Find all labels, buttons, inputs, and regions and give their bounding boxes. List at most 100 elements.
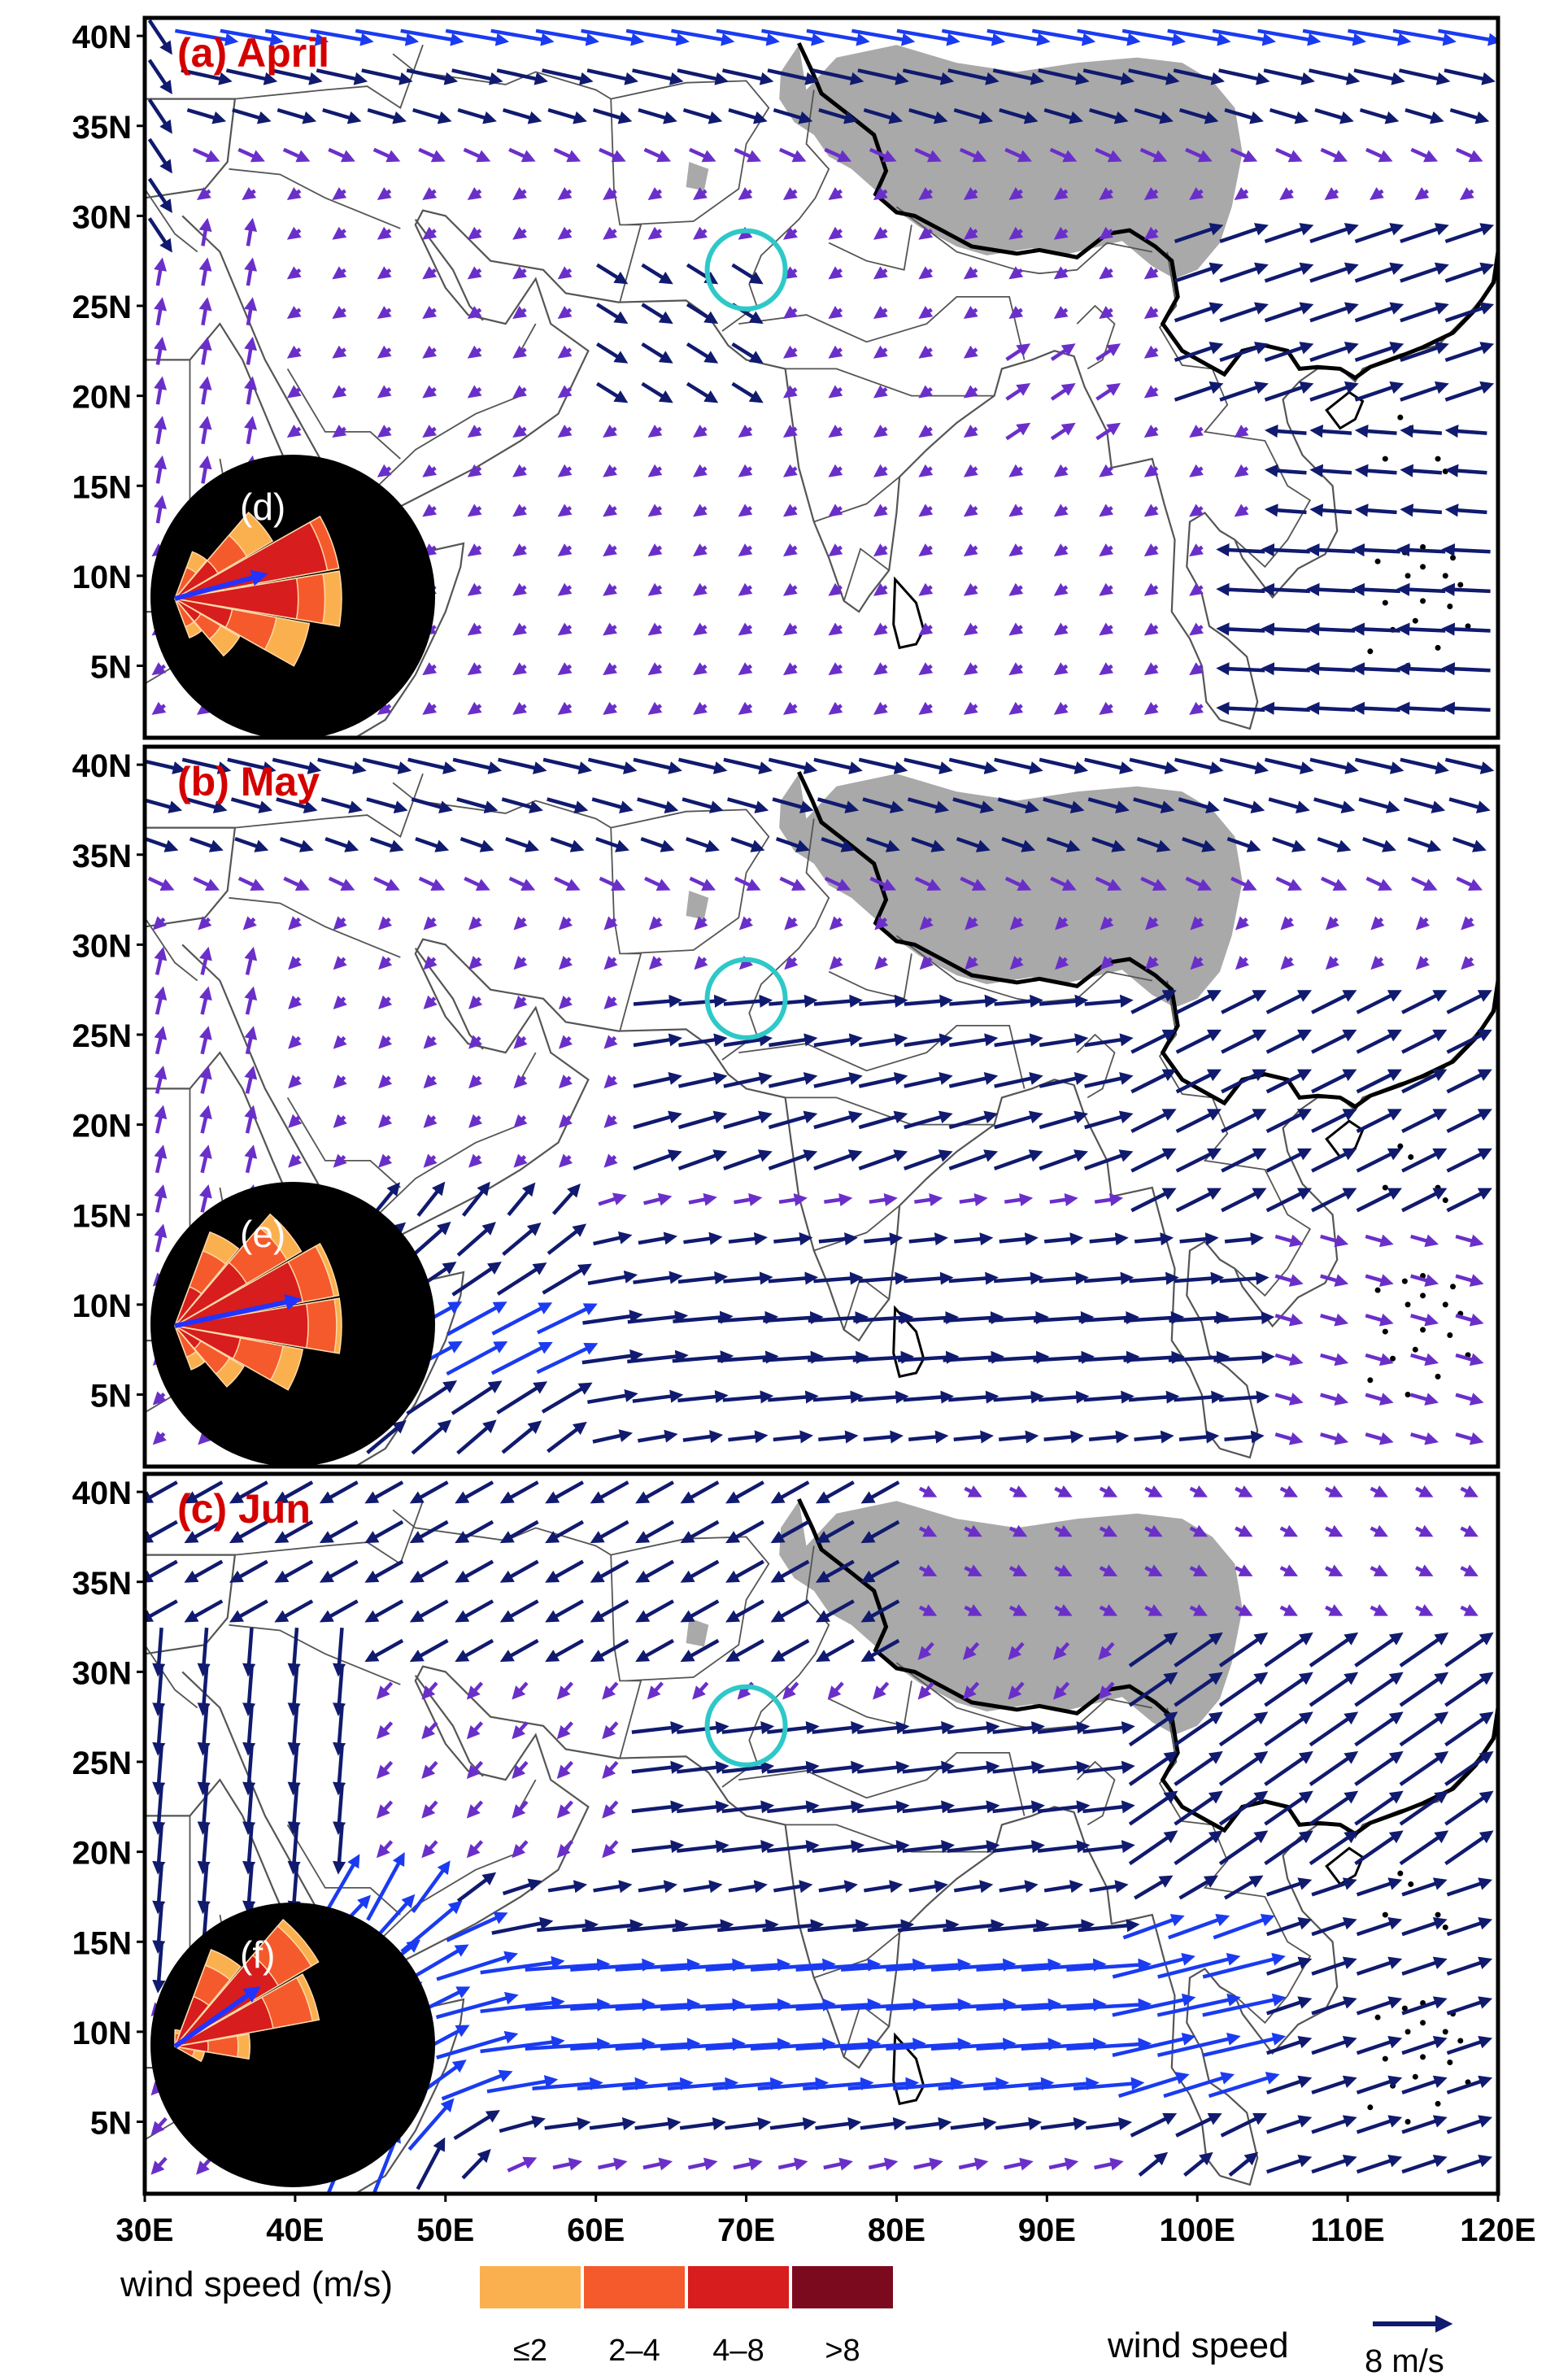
wind-vector-arrow [596, 381, 629, 403]
wind-vector-arrow [632, 68, 684, 85]
wind-vector-arrow [592, 107, 633, 124]
longitude-tick-label: 60E [567, 2212, 625, 2248]
wind-vector-arrow [874, 956, 889, 970]
island-dot [1374, 1287, 1381, 1293]
wind-vector-arrow [1001, 836, 1036, 852]
wind-vector-arrow [1216, 582, 1265, 596]
wind-vector-arrow [1400, 464, 1443, 477]
wind-vector-arrow [328, 147, 355, 163]
wind-vector-arrow [813, 994, 863, 1008]
latitude-tick-label: 35N [72, 110, 132, 146]
wind-vector-arrow [557, 543, 573, 557]
latitude-tick-label: 20N [72, 380, 132, 416]
country-border [895, 206, 1152, 275]
wind-vector-arrow [1365, 147, 1393, 163]
wind-vector-arrow [596, 303, 629, 325]
wind-vector-arrow [778, 147, 807, 163]
island-dot [1442, 1301, 1448, 1308]
wind-vector-arrow [1008, 226, 1024, 240]
wind-vector-arrow [377, 345, 392, 359]
island-dot [1404, 573, 1411, 579]
wind-vector-arrow [1005, 343, 1031, 361]
coastline [181, 209, 1221, 721]
wind-vector-arrow [1128, 68, 1180, 85]
wind-vector-arrow [377, 464, 392, 477]
wind-vector-arrow [468, 995, 483, 1009]
wind-vector-arrow [1219, 302, 1269, 323]
wind-vector-arrow [1400, 424, 1443, 438]
longitude-tick-label: 80E [868, 2212, 925, 2248]
wind-vector-arrow [557, 582, 573, 596]
wind-vector-arrow [1143, 306, 1159, 320]
wind-vector-arrow [272, 757, 322, 774]
wind-vector-arrow [873, 266, 888, 280]
wind-vector-arrow [1264, 464, 1307, 477]
longitude-tick-label: 40E [266, 2212, 324, 2248]
wind-vector-arrow [1230, 147, 1258, 163]
wind-vector-arrow [643, 147, 672, 163]
wind-vector-arrow [1410, 147, 1439, 163]
wind-vector-arrow [322, 107, 362, 124]
wind-vector-arrow [1320, 147, 1348, 163]
wind-vector-arrow [908, 107, 948, 124]
wind-vector-arrow [918, 345, 934, 359]
wind-vector-arrow [286, 187, 302, 201]
island-dot [1367, 2104, 1374, 2111]
wind-vector-arrow [738, 582, 753, 596]
wind-vector-arrow [686, 381, 719, 403]
wind-vector-arrow [716, 28, 780, 46]
wind-vector-arrow [821, 836, 856, 852]
wind-vector-arrow [782, 385, 798, 399]
wind-vector-arrow [671, 28, 735, 46]
wind-vector-arrow [1053, 503, 1069, 517]
wind-vector-arrow [1306, 543, 1356, 557]
wind-vector-arrow [678, 994, 728, 1008]
wind-vector-arrow [198, 986, 212, 1015]
wind-vector-arrow [1358, 797, 1400, 813]
wind-rose-petal [174, 578, 299, 620]
wind-vector-arrow [1264, 503, 1307, 517]
wind-vector-arrow [1264, 302, 1314, 323]
wind-vector-arrow [1257, 28, 1322, 46]
wind-vector-arrow [1414, 187, 1430, 201]
wind-vector-arrow [415, 836, 450, 852]
wind-vector-arrow [1082, 68, 1135, 85]
wind-vector-arrow [423, 1035, 438, 1049]
wind-vector-arrow [1400, 503, 1443, 517]
wind-vector-arrow [873, 226, 888, 240]
wind-vector-arrow [1039, 757, 1089, 774]
wind-vector-arrow [963, 306, 978, 320]
island-dot [1401, 1278, 1408, 1284]
wind-vector-arrow [828, 385, 843, 399]
wind-vector-arrow [1446, 990, 1492, 1014]
wind-vector-arrow [918, 662, 934, 676]
wind-vector-arrow [1134, 107, 1174, 124]
wind-vector-arrow [1055, 916, 1069, 931]
wind-vector-arrow [277, 107, 317, 124]
tibetan-plateau-shading [779, 45, 1243, 279]
country-border [229, 896, 401, 958]
wind-vector-arrow [332, 425, 347, 438]
wind-vector-arrow [782, 425, 798, 438]
coastline [1186, 260, 1498, 730]
wind-vector-arrow [557, 701, 573, 715]
wind-vector-arrow [1143, 345, 1159, 359]
wind-vector-arrow [1043, 107, 1084, 124]
wind-vector-arrow [1446, 1029, 1492, 1054]
latitude-tick-label: 5N [90, 650, 132, 686]
wind-vector-arrow [1263, 68, 1315, 85]
wind-vector-arrow [412, 107, 452, 124]
wind-vector-arrow [1461, 956, 1475, 970]
wind-vector-arrow [992, 68, 1045, 85]
wind-vector-arrow [1089, 107, 1129, 124]
wind-vector-arrow [1261, 543, 1310, 557]
wind-vector-arrow [1396, 582, 1446, 596]
island-dot [1442, 573, 1448, 579]
wind-vector-arrow [467, 622, 482, 636]
wind-vector-arrow [603, 226, 618, 240]
wind-vector-arrow [963, 266, 978, 280]
wind-vector-arrow [873, 622, 888, 636]
wind-vector-arrow [918, 503, 934, 517]
wind-vector-arrow [730, 836, 765, 852]
wind-vector-arrow [355, 28, 420, 46]
